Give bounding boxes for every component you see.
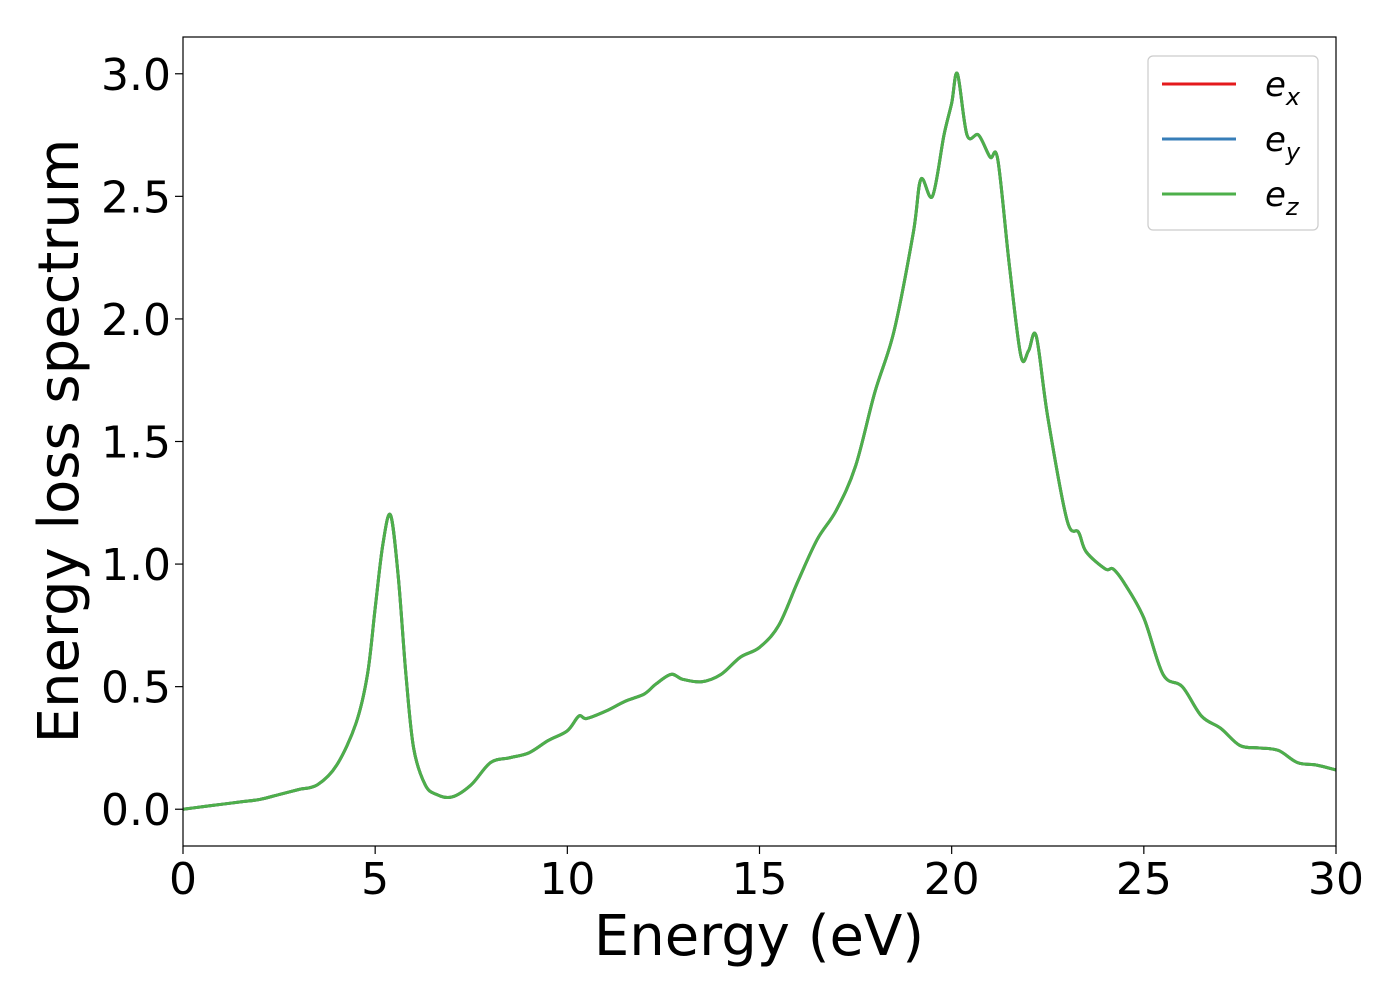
x-tick-label: 25	[1116, 854, 1172, 905]
x-tick-label: 30	[1308, 854, 1364, 905]
x-axis: 0 5 10 15 20 25 30	[169, 846, 1364, 905]
y-tick-label: 3.0	[101, 50, 171, 101]
legend-label-ex: ex	[1265, 65, 1301, 111]
y-tick-label: 0.0	[101, 785, 171, 836]
x-tick-label: 10	[539, 854, 595, 905]
series-line-e-z	[182, 71, 1337, 811]
legend-label-ez: ez	[1265, 175, 1300, 221]
x-tick-label: 0	[169, 854, 197, 905]
y-tick-label: 1.5	[101, 418, 171, 469]
y-tick-label: 2.5	[101, 172, 171, 223]
legend: ex ey ez	[1147, 55, 1319, 231]
series-layer	[182, 71, 1337, 811]
y-axis: 0.0 0.5 1.0 1.5 2.0 2.5 3.0	[101, 50, 183, 836]
x-tick-label: 15	[732, 854, 788, 905]
y-tick-label: 2.0	[101, 295, 171, 346]
legend-label-ey: ey	[1265, 120, 1301, 166]
legend-box	[1147, 55, 1319, 231]
x-tick-label: 5	[361, 854, 389, 905]
y-tick-label: 0.5	[101, 663, 171, 714]
x-tick-label: 20	[924, 854, 980, 905]
y-tick-label: 1.0	[101, 540, 171, 591]
x-axis-title: Energy (eV)	[594, 904, 924, 969]
y-axis-title: Energy loss spectrum	[27, 139, 92, 744]
